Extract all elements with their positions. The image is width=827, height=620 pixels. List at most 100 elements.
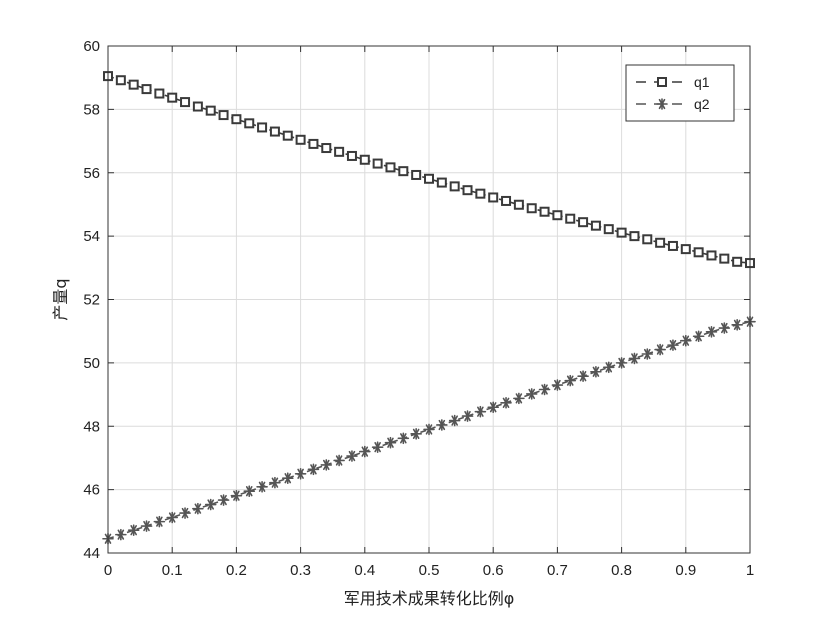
square-marker [205,105,216,116]
square-marker [642,234,653,245]
asterisk-marker [371,441,384,453]
asterisk-marker [692,330,705,343]
asterisk-marker [628,352,641,365]
square-marker [719,253,730,264]
x-tick-label: 0.6 [483,562,504,579]
square-marker [282,130,293,141]
legend-box [625,64,735,122]
square-marker [308,138,319,149]
y-axis-title: 产量q [51,278,70,320]
square-marker [372,158,383,169]
x-tick-label: 0.3 [290,562,311,579]
asterisk-marker [166,511,178,524]
square-marker [629,231,640,242]
asterisk-marker [269,476,281,489]
asterisk-marker [307,463,320,476]
asterisk-marker [513,392,525,405]
square-marker [192,101,203,112]
asterisk-marker [602,361,615,374]
square-marker [475,188,486,199]
square-marker [180,97,191,108]
asterisk-marker [656,98,668,110]
square-marker [526,203,537,214]
square-marker [244,118,255,129]
square-marker [732,256,743,267]
square-marker [257,122,268,133]
x-tick-label: 0 [104,562,112,579]
asterisk-marker [654,343,666,356]
square-marker [449,181,460,192]
square-marker [578,217,589,228]
x-axis-title: 军用技术成果转化比例φ [344,589,515,608]
square-marker [590,220,601,231]
y-tick-label: 52 [83,292,100,309]
square-marker [218,110,229,121]
y-tick-label: 54 [83,228,100,245]
legend-item-q2: q2 [636,96,710,112]
square-marker [565,213,576,224]
series-layer [102,71,756,545]
x-tick-label: 0.9 [675,562,696,579]
asterisk-marker [320,459,333,471]
x-tick-label: 1 [746,562,754,579]
square-marker [115,75,126,86]
square-marker [680,244,691,255]
y-tick-label: 56 [83,165,100,182]
y-tick-label: 48 [83,418,100,435]
x-tick-label: 0.4 [354,562,375,579]
asterisk-marker [667,339,679,351]
axes: 0 0.1 0.2 0.3 0.4 0.5 0.6 0.7 0.8 0.9 1 44 46 48 50 52 5… [83,38,754,579]
asterisk-marker [358,445,371,458]
square-marker [128,79,139,90]
asterisk-marker [140,520,153,532]
asterisk-marker [705,326,718,338]
asterisk-marker [538,383,551,396]
x-tick-label: 0.5 [419,562,440,579]
asterisk-marker [641,348,654,360]
x-tick-label: 0.7 [547,562,568,579]
asterisk-marker [500,397,512,409]
asterisk-marker [115,528,127,541]
asterisk-marker [461,410,474,422]
legend-label: q1 [694,74,710,90]
square-marker [167,92,178,103]
x-tick-label: 0.8 [611,562,632,579]
asterisk-marker [127,524,140,536]
asterisk-marker [615,357,628,369]
asterisk-marker [448,414,461,427]
x-tick-label: 0.1 [162,562,183,579]
y-tick-label: 44 [83,545,100,562]
asterisk-marker [525,388,538,400]
asterisk-marker [590,365,602,378]
asterisk-marker [243,485,256,498]
y-tick-label: 50 [83,355,100,372]
asterisk-marker [179,507,191,519]
asterisk-marker [204,498,217,511]
asterisk-marker [679,334,692,347]
square-marker [706,250,717,261]
square-marker [424,173,434,184]
square-marker [462,185,473,196]
asterisk-marker [718,322,731,334]
asterisk-marker [423,423,435,436]
series-line-q2 [107,320,751,540]
asterisk-marker [384,436,397,449]
asterisk-marker [192,502,204,515]
legend-label: q2 [694,96,710,112]
square-marker [231,114,242,125]
asterisk-marker [217,494,230,506]
square-marker [436,177,447,188]
asterisk-marker [294,467,307,480]
square-marker [141,84,152,95]
square-marker [539,206,550,217]
square-marker [334,146,345,157]
square-marker [667,240,678,251]
asterisk-marker [397,432,410,445]
asterisk-marker [153,515,166,528]
square-marker [693,247,704,258]
asterisk-marker [333,454,345,467]
asterisk-marker [346,450,358,462]
